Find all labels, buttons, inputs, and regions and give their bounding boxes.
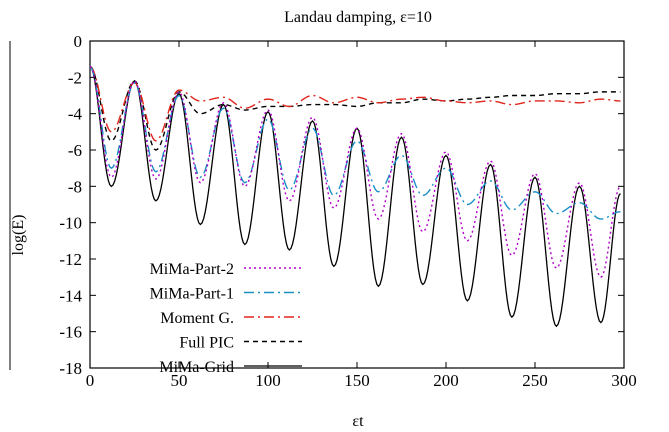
legend-label: Full PIC (179, 335, 234, 352)
legend-label: MiMa-Part-1 (150, 286, 234, 303)
x-tick-label: 250 (522, 371, 548, 390)
x-tick-label: 150 (344, 371, 370, 390)
series-line-mima-part-1 (89, 65, 621, 220)
series-line-moment-g (89, 65, 621, 142)
x-axis-ticks: 0 50 100 150 200 250 300 (86, 41, 637, 390)
y-tick-label: -12 (59, 250, 82, 269)
x-axis-label: εt (352, 413, 364, 430)
x-tick-label: 50 (171, 371, 188, 390)
x-tick-label: 200 (433, 371, 459, 390)
legend: MiMa-Part-2 MiMa-Part-1 Moment G. Full PIC M… (150, 261, 302, 376)
legend-label: MiMa-Grid (159, 359, 234, 376)
series-line-full-pic (89, 65, 621, 151)
chart-title: Landau damping, ε=10 (284, 9, 432, 26)
y-tick-label: -4 (68, 105, 83, 124)
y-tick-label: -16 (59, 323, 82, 342)
y-tick-label: -14 (59, 286, 82, 305)
series-line-mima-part-2 (89, 65, 621, 279)
y-tick-label: -6 (68, 141, 82, 160)
legend-label: MiMa-Part-2 (150, 261, 234, 278)
y-tick-label: -2 (68, 68, 82, 87)
y-tick-label: -18 (59, 359, 82, 378)
y-tick-label: -8 (68, 177, 82, 196)
legend-label: Moment G. (160, 310, 234, 327)
x-tick-label: 300 (611, 371, 637, 390)
y-axis-ticks: 0 -2 -4 -6 -8 -10 -12 -14 -16 -18 (59, 32, 624, 378)
y-axis-label: log(E) (10, 215, 27, 256)
x-tick-label: 0 (86, 371, 95, 390)
y-tick-label: 0 (74, 32, 83, 51)
x-tick-label: 100 (255, 371, 281, 390)
y-tick-label: -10 (59, 214, 82, 233)
series-layer (89, 65, 621, 328)
